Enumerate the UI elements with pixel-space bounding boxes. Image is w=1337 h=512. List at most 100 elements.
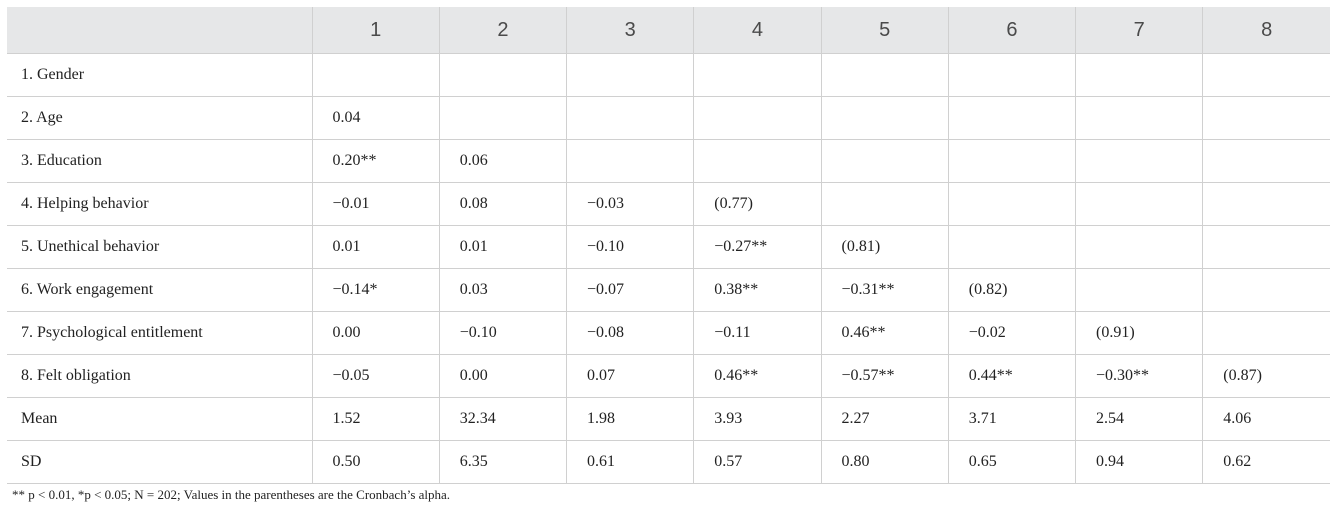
empty-cell [820, 53, 949, 97]
cell: 0.01 [438, 225, 568, 269]
table-row: 4. Helping behavior −0.01 0.08 −0.03 (0.77) [7, 182, 1330, 226]
empty-cell [1074, 268, 1204, 312]
empty-cell [947, 96, 1077, 140]
empty-cell [820, 96, 949, 140]
column-header: 7 [1074, 7, 1204, 54]
row-label: 6. Work engagement [7, 268, 313, 312]
cell: 0.57 [693, 440, 822, 484]
row-label: 5. Unethical behavior [7, 225, 313, 269]
empty-cell [693, 53, 822, 97]
row-label: SD [7, 440, 313, 484]
cell: −0.14* [311, 268, 440, 312]
table-row: 3. Education 0.20** 0.06 [7, 139, 1330, 183]
cell: 0.50 [311, 440, 440, 484]
empty-cell [947, 225, 1077, 269]
row-label: 2. Age [7, 96, 313, 140]
column-header: 6 [947, 7, 1077, 54]
table-row: 7. Psychological entitlement 0.00 −0.10 −0.… [7, 311, 1330, 355]
cell: 0.46** [820, 311, 949, 355]
cell: 0.04 [311, 96, 440, 140]
empty-cell [1202, 268, 1330, 312]
empty-cell [438, 53, 568, 97]
cell: 0.62 [1202, 440, 1330, 484]
cell: (0.77) [693, 182, 822, 226]
empty-cell [311, 53, 440, 97]
cell: 6.35 [438, 440, 568, 484]
row-label: Mean [7, 397, 313, 441]
table-row: 1. Gender [7, 53, 1330, 97]
cell: −0.05 [311, 354, 440, 398]
cell: 0.94 [1074, 440, 1204, 484]
cell: 2.54 [1074, 397, 1204, 441]
column-header: 8 [1202, 7, 1330, 54]
row-label: 8. Felt obligation [7, 354, 313, 398]
cell: 0.61 [565, 440, 695, 484]
row-label: 7. Psychological entitlement [7, 311, 313, 355]
cell: 3.93 [693, 397, 822, 441]
cell: −0.03 [565, 182, 695, 226]
table-row: 8. Felt obligation −0.05 0.00 0.07 0.46** −0.… [7, 354, 1330, 398]
table-row: 2. Age 0.04 [7, 96, 1330, 140]
column-header: 4 [693, 7, 822, 54]
column-header: 1 [311, 7, 440, 54]
cell: (0.82) [947, 268, 1077, 312]
table-row: Mean 1.52 32.34 1.98 3.93 2.27 3.71 2.54 4.06 [7, 397, 1330, 441]
cell: 32.34 [438, 397, 568, 441]
empty-cell [565, 96, 695, 140]
cell: (0.81) [820, 225, 949, 269]
column-header: 2 [438, 7, 568, 54]
empty-cell [1074, 225, 1204, 269]
empty-cell [947, 139, 1077, 183]
cell: −0.27** [693, 225, 822, 269]
cell: 1.52 [311, 397, 440, 441]
cell: −0.08 [565, 311, 695, 355]
empty-cell [820, 182, 949, 226]
cell: −0.11 [693, 311, 822, 355]
cell: 1.98 [565, 397, 695, 441]
cell: 0.80 [820, 440, 949, 484]
cell: 0.44** [947, 354, 1077, 398]
empty-cell [1202, 139, 1330, 183]
empty-cell [1202, 182, 1330, 226]
row-label: 1. Gender [7, 53, 313, 97]
cell: 0.07 [565, 354, 695, 398]
cell: 0.01 [311, 225, 440, 269]
cell: −0.10 [565, 225, 695, 269]
cell: 3.71 [947, 397, 1077, 441]
footnote: ** p < 0.01, *p < 0.05; N = 202; Values … [12, 487, 451, 502]
cell: −0.30** [1074, 354, 1204, 398]
cell: 2.27 [820, 397, 949, 441]
column-header: 5 [820, 7, 949, 54]
row-label: 3. Education [7, 139, 313, 183]
cell: −0.07 [565, 268, 695, 312]
cell: −0.10 [438, 311, 568, 355]
empty-cell [820, 139, 949, 183]
empty-cell [1074, 139, 1204, 183]
cell: 0.03 [438, 268, 568, 312]
empty-cell [693, 96, 822, 140]
table-row: 6. Work engagement −0.14* 0.03 −0.07 0.38** −… [7, 268, 1330, 312]
table-row: SD 0.50 6.35 0.61 0.57 0.80 0.65 0.94 0.62 [7, 440, 1330, 484]
cell: 0.65 [947, 440, 1077, 484]
empty-cell [1202, 96, 1330, 140]
cell: 0.20** [311, 139, 440, 183]
empty-cell [1074, 96, 1204, 140]
cell: 0.38** [693, 268, 822, 312]
empty-cell [947, 182, 1077, 226]
empty-cell [1202, 311, 1330, 355]
header-cell [7, 7, 313, 54]
table-row: 5. Unethical behavior 0.01 0.01 −0.10 −0.27*… [7, 225, 1330, 269]
cell: −0.02 [947, 311, 1077, 355]
empty-cell [565, 139, 695, 183]
cell: 0.46** [693, 354, 822, 398]
cell: (0.91) [1074, 311, 1204, 355]
empty-cell [947, 53, 1077, 97]
cell: −0.01 [311, 182, 440, 226]
cell: 4.06 [1202, 397, 1330, 441]
empty-cell [1202, 53, 1330, 97]
cell: 0.00 [311, 311, 440, 355]
empty-cell [565, 53, 695, 97]
empty-cell [1074, 182, 1204, 226]
